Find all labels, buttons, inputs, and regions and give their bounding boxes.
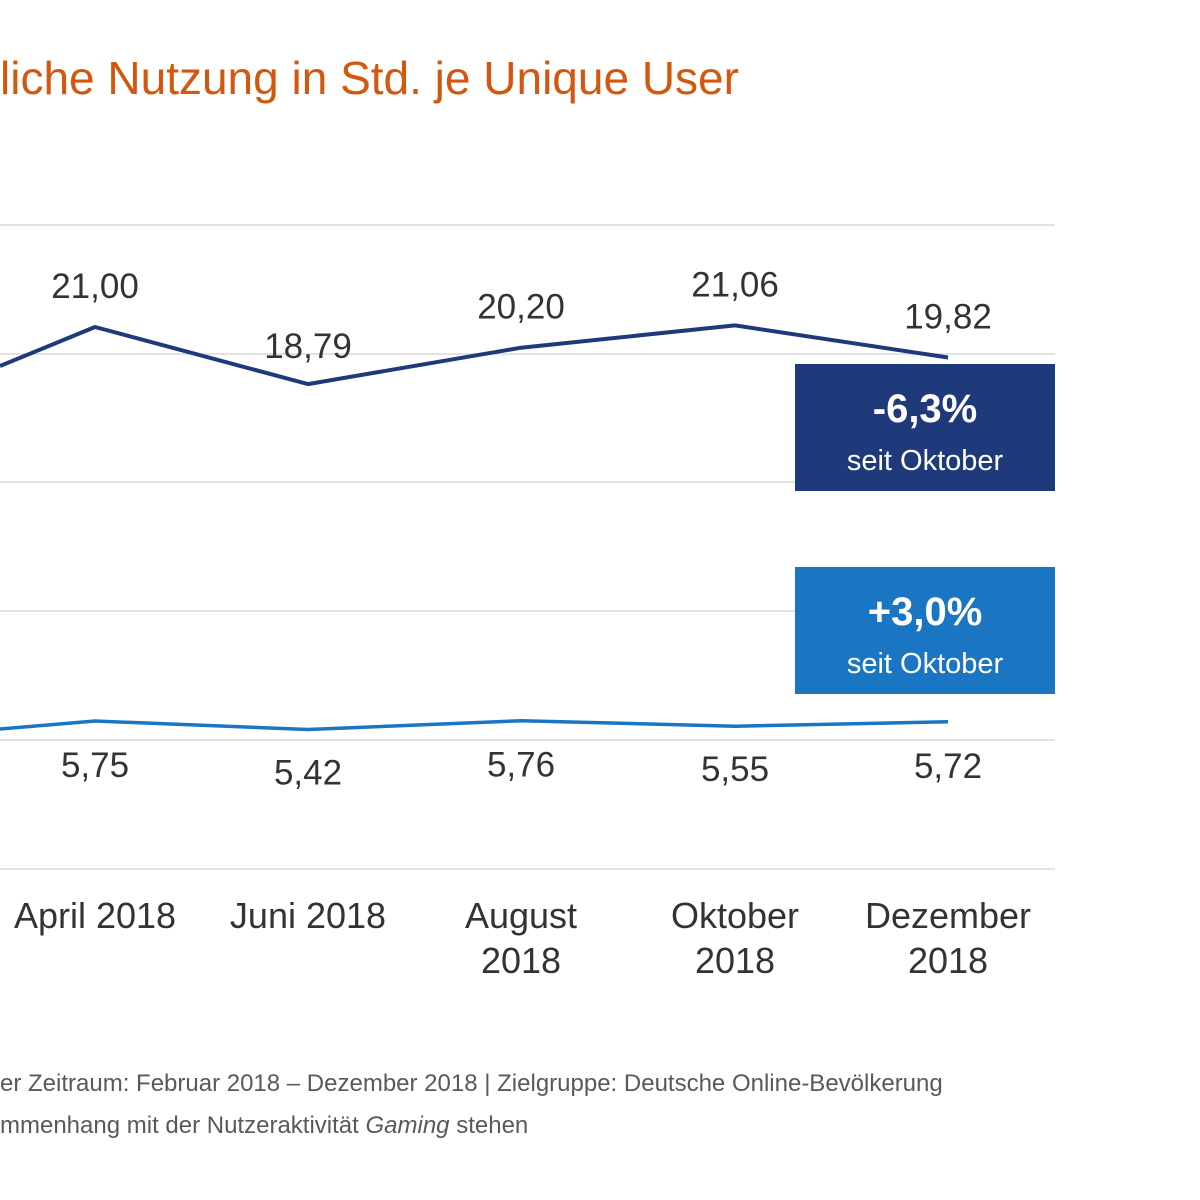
change-badge-light: +3,0% seit Oktober <box>795 567 1055 694</box>
data-label: 5,72 <box>914 747 982 786</box>
x-tick-label: August 2018 <box>465 895 577 981</box>
change-badge-dark: -6,3% seit Oktober <box>795 364 1055 491</box>
gridlines <box>0 224 1055 870</box>
x-tick-label-line: Juni 2018 <box>230 895 386 936</box>
chart-title: liche Nutzung in Std. je Unique User <box>0 52 739 104</box>
series-light-line <box>0 718 949 732</box>
footer-note-line-2-end: stehen <box>450 1112 529 1139</box>
x-tick-label-line: Dezember <box>865 895 1031 936</box>
data-label: 21,06 <box>691 265 779 304</box>
x-tick-label-line: August <box>465 895 577 936</box>
x-tick-label-line: April 2018 <box>14 895 176 936</box>
x-tick-label-line: Oktober <box>671 895 799 936</box>
data-label: 5,42 <box>274 754 342 793</box>
series-lines <box>0 323 949 732</box>
data-label: 21,00 <box>51 267 139 306</box>
data-label: 19,82 <box>904 298 992 337</box>
x-tick-label: April 2018 <box>14 895 176 936</box>
data-label: 18,79 <box>264 327 352 366</box>
change-badge-light-box <box>795 567 1055 694</box>
change-badge-dark-caption: seit Oktober <box>847 445 1004 477</box>
footer-note-line-2: mmenhang mit der Nutzeraktivität Gaming … <box>0 1112 528 1139</box>
x-tick-label: Oktober 2018 <box>671 895 799 981</box>
x-tick-label: Dezember 2018 <box>865 895 1031 981</box>
x-tick-label: Juni 2018 <box>230 895 386 936</box>
data-label: 5,75 <box>61 746 129 785</box>
data-label: 20,20 <box>477 288 565 327</box>
footer-note-line-2-text: mmenhang mit der Nutzeraktivität <box>0 1112 365 1139</box>
series-dark-line <box>0 323 949 387</box>
footer-note-line-1: er Zeitraum: Februar 2018 – Dezember 201… <box>0 1070 943 1097</box>
change-badge-light-caption: seit Oktober <box>847 648 1004 680</box>
x-tick-label-line: 2018 <box>695 940 775 981</box>
footer-note-line-2-emphasis: Gaming <box>365 1112 450 1139</box>
data-label: 5,76 <box>487 746 555 785</box>
change-badge-dark-box <box>795 364 1055 491</box>
x-tick-label-line: 2018 <box>908 940 988 981</box>
change-badge-dark-percent: -6,3% <box>873 387 978 431</box>
change-badge-light-percent: +3,0% <box>868 590 983 634</box>
data-label: 5,55 <box>701 750 769 789</box>
x-tick-label-line: 2018 <box>481 940 561 981</box>
data-labels: 21,00 18,79 20,20 21,06 19,82 5,75 5,42 5,76 5,5… <box>51 265 992 792</box>
